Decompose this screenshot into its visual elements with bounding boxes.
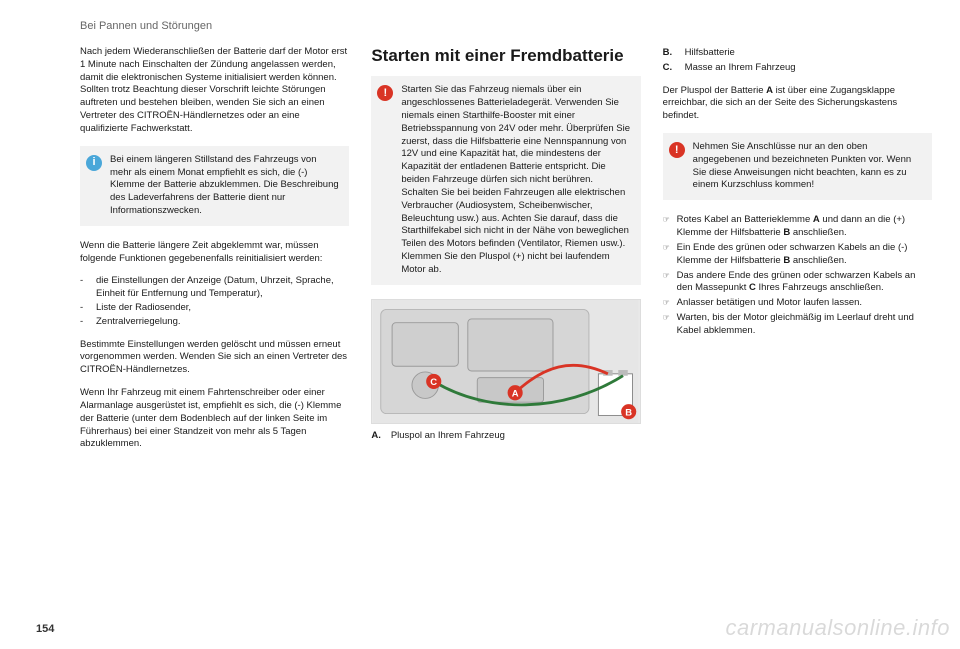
para: Der Pluspol der Batterie A ist über eine… [663, 85, 932, 123]
list-item: die Einstellungen der Anzeige (Datum, Uh… [80, 275, 349, 301]
definition-row: C. Masse an Ihrem Fahrzeug [663, 61, 932, 74]
definition-list: B. Hilfsbatterie C. Masse an Ihrem Fahrz… [663, 46, 932, 75]
warning-box: ! Starten Sie das Fahrzeug niemals über … [371, 76, 640, 284]
para: Nach jedem Wiederanschließen der Batteri… [80, 46, 349, 136]
definition-row: B. Hilfsbatterie [663, 46, 932, 59]
info-text: Bei einem längeren Stillstand des Fahrze… [110, 154, 339, 218]
svg-text:A: A [512, 388, 519, 399]
list-item: Rotes Kabel an Batterieklemme A und dann… [663, 214, 932, 240]
list-item: Liste der Radiosender, [80, 302, 349, 315]
svg-text:B: B [626, 407, 633, 418]
warning-icon: ! [377, 85, 393, 101]
bullet-list: die Einstellungen der Anzeige (Datum, Uh… [80, 275, 349, 328]
column-1: Nach jedem Wiederanschließen der Batteri… [80, 46, 349, 461]
warning-icon: ! [669, 142, 685, 158]
definition-val: Masse an Ihrem Fahrzeug [685, 61, 796, 74]
definition-val: Hilfsbatterie [685, 46, 735, 59]
column-3: B. Hilfsbatterie C. Masse an Ihrem Fahrz… [663, 46, 932, 461]
para: Wenn Ihr Fahrzeug mit einem Fahrtenschre… [80, 387, 349, 451]
list-item: Das andere Ende des grünen oder schwarze… [663, 270, 932, 296]
list-item: Zentralverriegelung. [80, 316, 349, 329]
caption-key: A. [371, 430, 381, 441]
info-box: i Bei einem längeren Stillstand des Fahr… [80, 146, 349, 226]
warning-box: ! Nehmen Sie Anschlüsse nur an den oben … [663, 133, 932, 200]
definition-key: B. [663, 46, 685, 59]
warning-text: Starten Sie das Fahrzeug niemals über ei… [401, 84, 630, 276]
info-icon: i [86, 155, 102, 171]
jumpstart-svg: C A B [372, 300, 639, 423]
column-2: Starten mit einer Fremdbatterie ! Starte… [371, 46, 640, 461]
list-item: Warten, bis der Motor gleichmäßig im Lee… [663, 312, 932, 338]
page: Bei Pannen und Störungen Nach jedem Wied… [0, 0, 960, 461]
list-item: Ein Ende des grünen oder schwarzen Kabel… [663, 242, 932, 268]
para: Wenn die Batterie längere Zeit abgeklemm… [80, 240, 349, 266]
caption-text: Pluspol an Ihrem Fahrzeug [391, 430, 505, 441]
jumpstart-figure: C A B [371, 299, 640, 424]
section-header: Bei Pannen und Störungen [80, 20, 932, 32]
page-number: 154 [36, 623, 54, 635]
columns: Nach jedem Wiederanschließen der Batteri… [80, 46, 932, 461]
step-list: Rotes Kabel an Batterieklemme A und dann… [663, 214, 932, 337]
svg-text:C: C [431, 377, 438, 388]
warning-text: Nehmen Sie Anschlüsse nur an den oben an… [693, 141, 922, 192]
list-item: Anlasser betätigen und Motor laufen lass… [663, 297, 932, 310]
figure-caption: A. Pluspol an Ihrem Fahrzeug [371, 430, 640, 441]
text: Der Pluspol der Batterie [663, 85, 767, 96]
bold-letter: A [766, 85, 773, 96]
heading: Starten mit einer Fremdbatterie [371, 46, 640, 66]
watermark: carmanualsonline.info [725, 615, 950, 641]
definition-key: C. [663, 61, 685, 74]
para: Bestimmte Einstellungen werden gelöscht … [80, 339, 349, 377]
